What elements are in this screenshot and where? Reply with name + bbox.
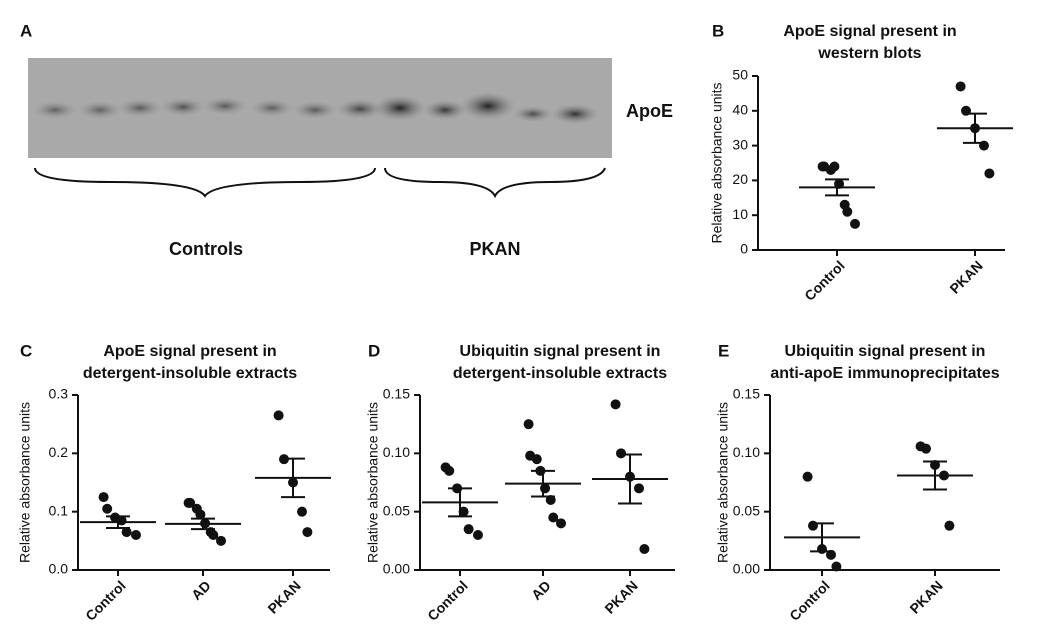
- data-point: [297, 506, 307, 517]
- blot-bands: [33, 92, 599, 124]
- data-point: [616, 448, 626, 459]
- y-tick-label: 10: [732, 206, 748, 222]
- data-point: [610, 399, 621, 410]
- band-label: ApoE: [626, 101, 673, 121]
- y-tick-label: 0.1: [49, 502, 69, 518]
- data-point: [458, 506, 469, 517]
- data-point: [121, 527, 132, 538]
- x-tick-label: PKAN: [601, 577, 640, 616]
- y-tick-label: 20: [732, 171, 748, 187]
- chart-title: Ubiquitin signal present in: [785, 343, 986, 360]
- blot-panel: A ApoE Controls PKAN: [20, 21, 673, 258]
- data-point: [831, 561, 842, 572]
- x-tick-label: Control: [424, 577, 471, 624]
- data-point: [185, 497, 196, 508]
- x-tick-label: AD: [188, 577, 214, 603]
- x-tick-label: Control: [786, 577, 833, 624]
- chart-title: detergent-insoluble extracts: [83, 365, 297, 382]
- chart-title: detergent-insoluble extracts: [453, 365, 667, 382]
- data-point: [463, 524, 474, 535]
- data-point: [473, 530, 483, 540]
- data-point: [102, 503, 113, 514]
- y-tick-label: 0.3: [49, 386, 69, 402]
- y-tick-label: 0.10: [383, 444, 410, 460]
- x-tick-label: PKAN: [264, 577, 303, 616]
- chart-title: ApoE signal present in: [103, 343, 276, 360]
- brace: [384, 167, 606, 199]
- group-label: PKAN: [469, 239, 520, 259]
- chart-title: anti-apoE immunoprecipitates: [770, 365, 999, 382]
- y-axis-label: Relative absorbance units: [17, 402, 33, 563]
- data-point: [556, 518, 566, 529]
- group-label: Controls: [169, 239, 243, 259]
- data-point: [829, 161, 840, 172]
- x-tick-label: PKAN: [906, 577, 945, 616]
- y-tick-label: 0.0: [49, 561, 69, 577]
- data-point: [802, 471, 813, 482]
- data-point: [634, 483, 644, 494]
- data-point: [216, 535, 226, 546]
- data-point: [444, 465, 455, 476]
- data-point: [302, 527, 313, 538]
- data-point: [208, 530, 219, 540]
- data-point: [540, 483, 551, 494]
- chart-title: Ubiquitin signal present in: [460, 343, 661, 360]
- panel-letter: C: [20, 341, 32, 360]
- y-tick-label: 40: [732, 102, 748, 118]
- y-tick-label: 0.15: [383, 386, 410, 402]
- data-point: [850, 218, 860, 229]
- panel-letter: D: [368, 341, 380, 360]
- x-tick-label: AD: [528, 577, 554, 603]
- data-point: [984, 168, 995, 179]
- data-point: [955, 81, 966, 92]
- panel-letter: B: [712, 21, 724, 40]
- chart-title: western blots: [817, 45, 921, 62]
- panel-letter: A: [20, 21, 32, 40]
- data-point: [808, 520, 818, 531]
- data-point: [273, 410, 284, 421]
- data-point: [639, 544, 650, 554]
- chart-title: ApoE signal present in: [783, 23, 956, 40]
- data-point: [195, 509, 206, 520]
- y-axis-label: Relative absorbance units: [709, 82, 725, 243]
- data-point: [131, 530, 141, 540]
- y-tick-label: 0.10: [733, 444, 760, 460]
- data-point: [842, 206, 853, 217]
- brace: [34, 167, 376, 198]
- y-tick-label: 0.05: [733, 502, 760, 518]
- data-point: [523, 419, 534, 430]
- y-tick-label: 30: [732, 136, 748, 152]
- x-tick-label: PKAN: [946, 257, 985, 296]
- data-point: [921, 443, 931, 454]
- data-point: [531, 454, 542, 465]
- y-tick-label: 0.15: [733, 386, 760, 402]
- y-tick-label: 0.00: [383, 561, 410, 577]
- x-tick-label: Control: [82, 577, 129, 624]
- data-point: [944, 520, 955, 531]
- data-point: [548, 512, 559, 523]
- panel-letter: E: [718, 341, 729, 360]
- y-tick-label: 0.00: [733, 561, 760, 577]
- y-tick-label: 0.2: [49, 444, 69, 460]
- data-point: [98, 492, 109, 503]
- y-axis-label: Relative absorbance units: [715, 402, 731, 563]
- y-tick-label: 0: [740, 241, 748, 257]
- x-tick-label: Control: [801, 257, 848, 304]
- y-axis-label: Relative absorbance units: [365, 402, 381, 563]
- y-tick-label: 50: [732, 67, 748, 83]
- y-tick-label: 0.05: [383, 502, 410, 518]
